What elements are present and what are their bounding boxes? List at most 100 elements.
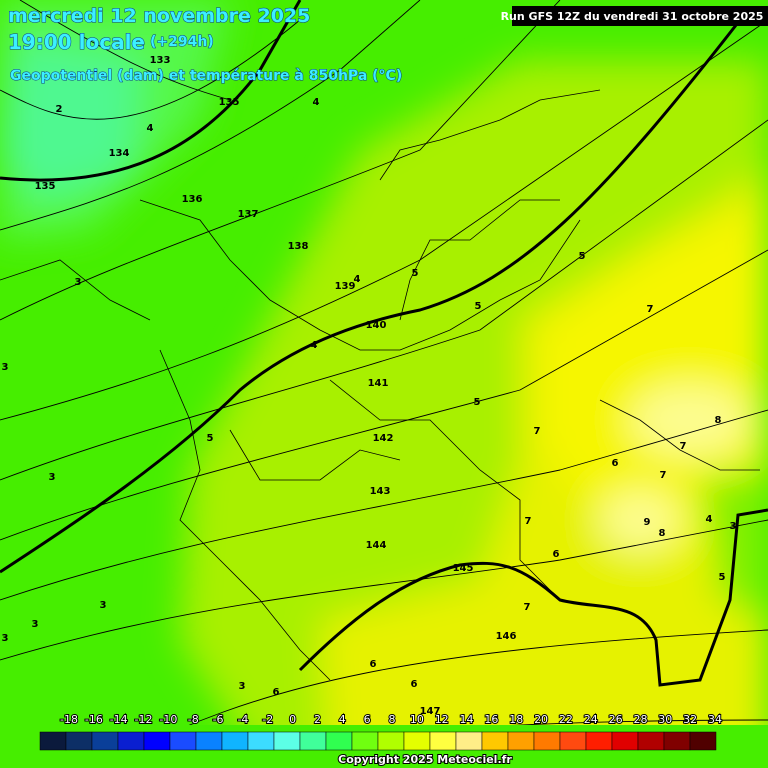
temperature-label: 5 bbox=[475, 301, 482, 312]
colorbar-swatch bbox=[143, 731, 171, 751]
colorbar-tick-label: 28 bbox=[633, 713, 647, 726]
temperature-label: 5 bbox=[474, 397, 481, 408]
temperature-label: 4 bbox=[354, 274, 361, 285]
temperature-label: 6 bbox=[612, 458, 619, 469]
colorbar-swatch bbox=[559, 731, 587, 751]
temperature-label: 7 bbox=[534, 426, 541, 437]
colorbar-swatch bbox=[455, 731, 483, 751]
temperature-label: 2 bbox=[56, 104, 63, 115]
temperature-label: 6 bbox=[411, 679, 418, 690]
temperature-label: 9 bbox=[644, 517, 651, 528]
geopotential-label: 141 bbox=[368, 378, 389, 389]
temperature-label: 8 bbox=[659, 528, 666, 539]
temperature-label: 3 bbox=[32, 619, 39, 630]
colorbar-tick-label: 22 bbox=[559, 713, 573, 726]
colorbar-swatch bbox=[195, 731, 223, 751]
colorbar-tick-label: 2 bbox=[314, 713, 321, 726]
colorbar-tick-label: 18 bbox=[509, 713, 523, 726]
temperature-label: 5 bbox=[412, 268, 419, 279]
colorbar-tick-label: -10 bbox=[159, 713, 177, 726]
temperature-label: 7 bbox=[647, 304, 654, 315]
colorbar-swatch bbox=[533, 731, 561, 751]
colorbar-tick-label: 6 bbox=[364, 713, 371, 726]
colorbar: -18 -16 -14 -12 -10 -8 -6 -4 -2 0 2 4 6 8 10 12 14 16 18 20… bbox=[39, 712, 723, 751]
colorbar-tick-label: -6 bbox=[213, 713, 224, 726]
temperature-label: 4 bbox=[147, 123, 154, 134]
colorbar-swatch bbox=[351, 731, 379, 751]
colorbar-swatch bbox=[273, 731, 301, 751]
colorbar-tick-label: 8 bbox=[389, 713, 396, 726]
geopotential-label: 136 bbox=[182, 194, 203, 205]
geopotential-label: 146 bbox=[496, 631, 517, 642]
colorbar-tick-label: 10 bbox=[410, 713, 424, 726]
colorbar-tick-label: -16 bbox=[85, 713, 103, 726]
geopotential-label: 137 bbox=[238, 209, 259, 220]
geopotential-label: 134 bbox=[109, 148, 130, 159]
temperature-label: 7 bbox=[680, 441, 687, 452]
colorbar-swatch bbox=[39, 731, 67, 751]
geopotential-label: 142 bbox=[373, 433, 394, 444]
temperature-label: 4 bbox=[313, 97, 320, 108]
borders bbox=[0, 89, 760, 681]
colorbar-swatch bbox=[637, 731, 665, 751]
temperature-label: 4 bbox=[706, 514, 713, 525]
temperature-label: 7 bbox=[660, 470, 667, 481]
temperature-label: 3 bbox=[730, 521, 737, 532]
temperature-label: 6 bbox=[273, 687, 280, 698]
colorbar-tick-label: -12 bbox=[135, 713, 153, 726]
colorbar-swatch bbox=[247, 731, 275, 751]
colorbar-tick-label: 14 bbox=[460, 713, 474, 726]
temperature-label: 6 bbox=[370, 659, 377, 670]
geopotential-label: 133 bbox=[150, 55, 171, 66]
colorbar-swatch bbox=[221, 731, 249, 751]
colorbar-tick-label: 12 bbox=[435, 713, 449, 726]
temperature-label: 5 bbox=[579, 251, 586, 262]
colorbar-swatch bbox=[689, 731, 717, 751]
copyright: Copyright 2025 Meteociel.fr bbox=[338, 753, 512, 766]
temperature-label: 4 bbox=[311, 340, 318, 351]
colorbar-swatch bbox=[663, 731, 691, 751]
geopotential-label: 135 bbox=[219, 97, 240, 108]
colorbar-swatch bbox=[169, 731, 197, 751]
colorbar-tick-label: -8 bbox=[188, 713, 199, 726]
lead-time: (+294h) bbox=[150, 34, 214, 50]
main-contours bbox=[0, 0, 768, 687]
temperature-label: 3 bbox=[100, 600, 107, 611]
temperature-label: 5 bbox=[719, 572, 726, 583]
colorbar-swatch bbox=[507, 731, 535, 751]
geopotential-label: 139 bbox=[335, 281, 356, 292]
colorbar-swatch bbox=[91, 731, 119, 751]
colorbar-swatch bbox=[377, 731, 405, 751]
colorbar-swatch bbox=[481, 731, 509, 751]
colorbar-swatch bbox=[403, 731, 431, 751]
colorbar-swatch bbox=[585, 731, 613, 751]
geopotential-label: 145 bbox=[453, 563, 474, 574]
colorbar-tick-label: -18 bbox=[60, 713, 78, 726]
colorbar-tick-label: 4 bbox=[339, 713, 346, 726]
colorbar-tick-label: 32 bbox=[683, 713, 697, 726]
geopotential-label: 147 bbox=[420, 706, 441, 717]
colorbar-tick-label: 24 bbox=[584, 713, 598, 726]
colorbar-swatch bbox=[299, 731, 327, 751]
temperature-label: 3 bbox=[49, 472, 56, 483]
geopotential-label: 135 bbox=[35, 181, 56, 192]
time: 19:00 locale bbox=[8, 30, 145, 54]
geopotential-label: 140 bbox=[366, 320, 387, 331]
temperature-label: 3 bbox=[2, 362, 9, 373]
colorbar-tick-label: -4 bbox=[237, 713, 248, 726]
geopotential-label: 143 bbox=[370, 486, 391, 497]
geopotential-label: 138 bbox=[288, 241, 309, 252]
colorbar-tick-label: 34 bbox=[708, 713, 722, 726]
run-box bbox=[512, 6, 768, 26]
colorbar-tick-label: 20 bbox=[534, 713, 548, 726]
colorbar-tick-label: 16 bbox=[484, 713, 498, 726]
colorbar-swatch bbox=[611, 731, 639, 751]
temperature-label: 3 bbox=[2, 633, 9, 644]
colorbar-swatch bbox=[325, 731, 353, 751]
temperature-label: 7 bbox=[524, 602, 531, 613]
colorbar-tick-label: -2 bbox=[262, 713, 273, 726]
temperature-label: 3 bbox=[239, 681, 246, 692]
geopotential-label: 144 bbox=[366, 540, 387, 551]
colorbar-swatch bbox=[429, 731, 457, 751]
